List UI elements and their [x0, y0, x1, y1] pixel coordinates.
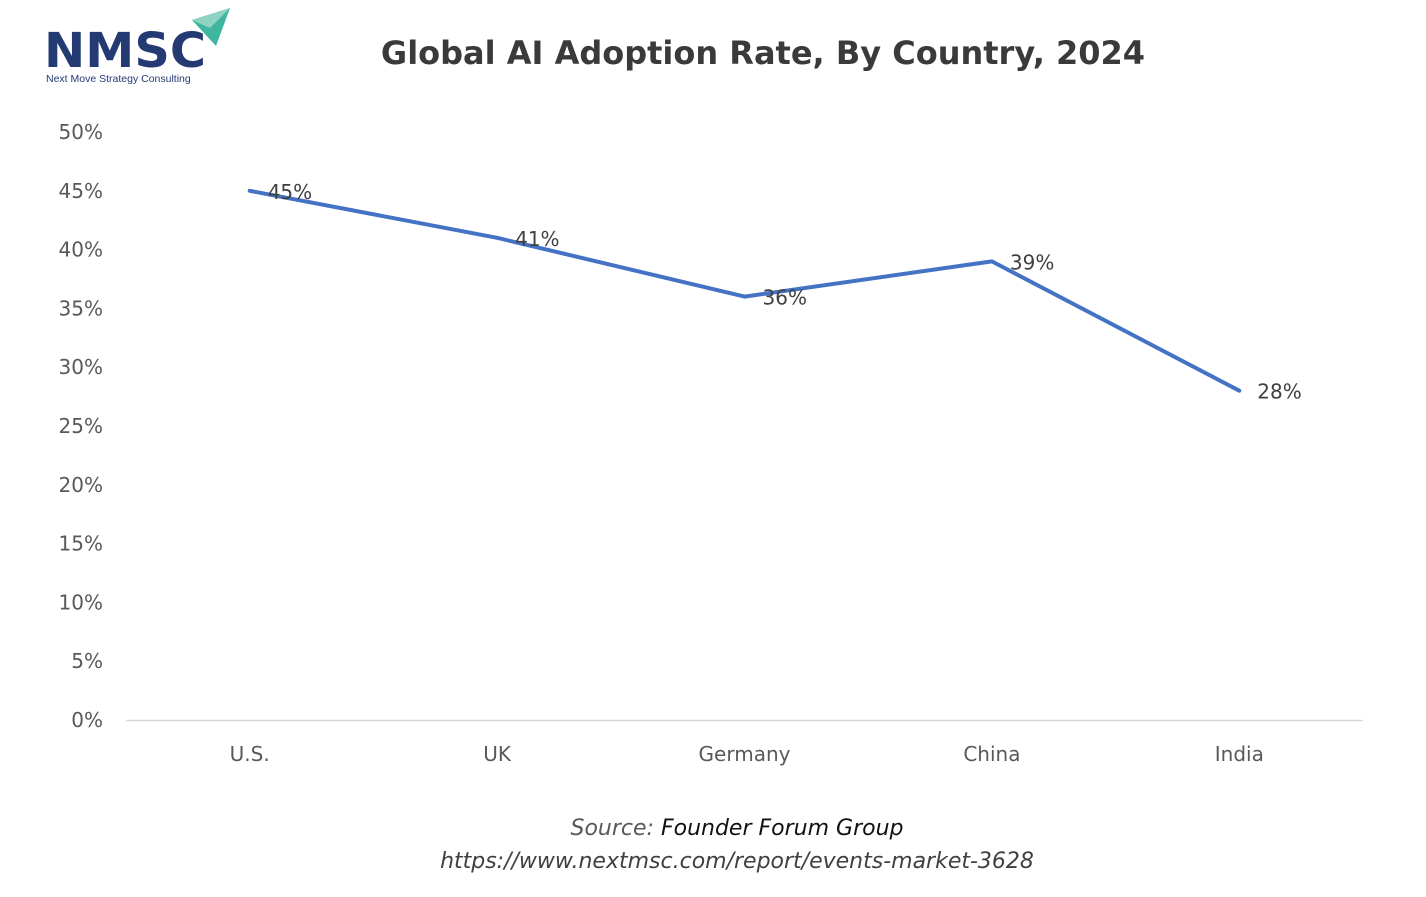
data-label: 39%	[1010, 250, 1054, 274]
x-tick-label: U.S.	[230, 742, 270, 766]
y-tick-label: 15%	[59, 532, 103, 556]
data-label: 36%	[763, 286, 807, 310]
data-label: 28%	[1257, 380, 1301, 404]
x-tick-label: UK	[483, 742, 512, 766]
data-label: 45%	[268, 180, 312, 204]
logo-tagline: Next Move Strategy Consulting	[46, 73, 191, 85]
x-tick-label: China	[963, 742, 1020, 766]
y-axis-tick-labels: 0% 5% 10% 15% 20% 25% 30% 35% 40% 45% 50%	[59, 120, 103, 732]
source-name: Founder Forum Group	[660, 816, 904, 841]
source-line: Source: Founder Forum Group	[48, 812, 1426, 845]
chart-title: Global AI Adoption Rate, By Country, 202…	[380, 34, 1146, 72]
series-line	[247, 188, 1242, 393]
data-label: 41%	[515, 227, 559, 251]
y-tick-label: 35%	[59, 296, 103, 320]
y-tick-label: 10%	[59, 590, 103, 614]
y-tick-label: 50%	[59, 120, 103, 144]
source-block: Source: Founder Forum Group https://www.…	[0, 812, 1426, 878]
data-labels: 45% 41% 36% 39% 28%	[268, 180, 1302, 404]
y-tick-label: 40%	[59, 238, 103, 262]
y-tick-label: 0%	[71, 708, 103, 732]
logo-text: NMSC	[44, 23, 206, 79]
source-url: https://www.nextmsc.com/report/events-ma…	[440, 849, 1034, 874]
nmsc-logo: NMSC Next Move Strategy Consulting	[44, 6, 244, 86]
y-tick-label: 5%	[71, 649, 103, 673]
x-tick-label: Germany	[699, 742, 791, 766]
logo-arrow-fold-icon	[192, 8, 230, 28]
source-prefix: Source:	[570, 816, 661, 841]
x-axis-tick-labels: U.S. UK Germany China India	[230, 742, 1264, 766]
y-tick-label: 20%	[59, 473, 103, 497]
y-tick-label: 25%	[59, 414, 103, 438]
x-tick-label: India	[1215, 742, 1264, 766]
y-tick-label: 30%	[59, 355, 103, 379]
y-tick-label: 45%	[59, 179, 103, 203]
